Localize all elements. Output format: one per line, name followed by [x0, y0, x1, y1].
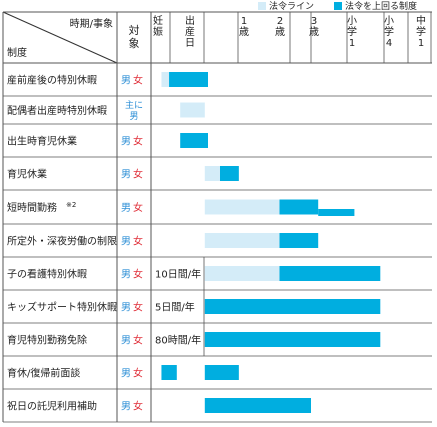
target-male-2: 男 — [121, 136, 131, 148]
timeline-label-7-2: 4 — [386, 38, 392, 49]
above-bar-0-0 — [169, 72, 208, 87]
law-bar-6-0 — [204, 266, 280, 281]
legend-above-label: 法令を上回る制度 — [345, 0, 417, 12]
header-diagonal — [2, 11, 118, 64]
row-label-0: 産前産後の特別休暇 — [7, 74, 97, 87]
row-label-4: 短時間勤務 — [7, 201, 57, 214]
target-female-9: 女 — [133, 367, 143, 380]
legend-above-swatch — [334, 2, 342, 10]
target-main-1: 主に — [125, 99, 143, 111]
target-male-10: 男 — [121, 401, 131, 413]
timeline-label-1-1: 産 — [185, 25, 195, 38]
target-male-9: 男 — [121, 368, 131, 380]
row-label-8: 育児特別勤務免除 — [7, 334, 87, 347]
timeline-label-6-1: 学 — [347, 25, 357, 38]
row-label-suffix-4: ※2 — [66, 201, 76, 209]
timeline-label-8-0: 中 — [416, 14, 426, 27]
header-target-label-1: 対 — [129, 23, 140, 37]
target-female-10: 女 — [133, 400, 143, 413]
law-bar-0-0 — [161, 72, 170, 87]
legend-law-swatch — [258, 2, 266, 10]
timeline-label-5-1: 歳 — [309, 26, 319, 38]
target-female-8: 女 — [133, 334, 143, 347]
timeline-label-6-0: 小 — [347, 15, 357, 27]
timeline-label-4-1: 歳 — [275, 26, 285, 38]
header-target-label-2: 象 — [129, 37, 140, 50]
row-note-6: 10日間/年 — [155, 268, 201, 281]
row-label-5: 所定外・深夜労働の制限 — [7, 235, 117, 248]
above-bar-8-0 — [204, 332, 381, 347]
target-female-6: 女 — [133, 268, 143, 281]
target-female-2: 女 — [133, 135, 143, 148]
law-bar-1-0 — [180, 102, 205, 118]
law-bar-3-0 — [204, 166, 220, 181]
timeline-label-8-1: 学 — [416, 25, 426, 38]
target-female-3: 女 — [133, 168, 143, 181]
target-female-4: 女 — [133, 201, 143, 214]
timeline-label-1-2: 日 — [185, 38, 195, 49]
above-bar-10-0 — [204, 398, 311, 413]
timeline-label-1-0: 出 — [185, 14, 195, 27]
timeline-label-7-1: 学 — [384, 25, 394, 38]
row-label-3: 育児休業 — [7, 168, 47, 181]
above-bar-5-0 — [279, 233, 319, 248]
row-label-6: 子の看護特別休暇 — [7, 268, 87, 281]
above-bar-4-1 — [318, 209, 355, 216]
timeline-label-0-0: 妊 — [153, 14, 163, 27]
target-male-8: 男 — [121, 335, 131, 347]
row-label-9: 育休/復帰前面談 — [7, 367, 80, 380]
above-bar-9-1 — [204, 365, 239, 380]
timeline-label-8-2: 1 — [418, 38, 424, 49]
row-label-10: 祝日の託児利用補助 — [7, 400, 97, 413]
above-bar-9-0 — [161, 365, 177, 380]
header-period-label: 時期/事象 — [70, 17, 113, 30]
row-note-8: 80時間/年 — [155, 334, 201, 347]
target-male-3: 男 — [121, 169, 131, 181]
row-label-2: 出生時育児休業 — [7, 135, 77, 148]
timeline-label-4-0: 2 — [277, 16, 283, 27]
timeline-label-3-1: 歳 — [239, 26, 249, 38]
timeline-label-5-0: 3 — [311, 16, 317, 27]
law-bar-5-0 — [204, 233, 280, 248]
above-bar-3-0 — [220, 166, 239, 181]
target-female-5: 女 — [133, 235, 143, 248]
target-male-4: 男 — [121, 202, 131, 214]
row-label-7: キッズサポート特別休暇 — [7, 301, 117, 314]
law-bar-4-0 — [204, 199, 280, 215]
target-male-6: 男 — [121, 269, 131, 281]
target-male-0: 男 — [121, 75, 131, 87]
above-bar-2-0 — [180, 133, 208, 148]
target-male-1: 男 — [129, 111, 138, 122]
timeline-label-0-1: 娠 — [153, 25, 163, 38]
target-female-0: 女 — [133, 74, 143, 87]
target-male-5: 男 — [121, 236, 131, 248]
legend-law-label: 法令ライン — [269, 0, 314, 12]
row-label-1: 配偶者出産時特別休暇 — [7, 104, 107, 117]
timeline-label-7-0: 小 — [384, 15, 394, 27]
above-bar-4-0 — [279, 199, 319, 215]
target-female-7: 女 — [133, 301, 143, 314]
row-note-7: 5日間/年 — [155, 301, 195, 314]
above-bar-6-0 — [279, 266, 381, 281]
timeline-label-6-2: 1 — [349, 38, 355, 49]
above-bar-7-0 — [204, 299, 381, 314]
target-male-7: 男 — [121, 302, 131, 314]
header-system-label: 制度 — [7, 46, 27, 59]
timeline-label-3-0: 1 — [241, 16, 247, 27]
